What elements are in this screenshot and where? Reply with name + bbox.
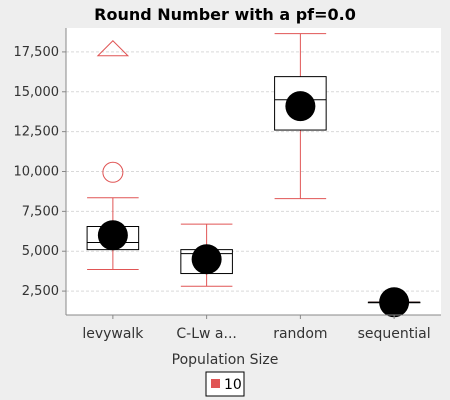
y-tick-label: 10,000 [14,165,60,180]
x-axis-ticks: levywalk C-Lw a... random sequential [82,315,430,342]
y-tick-label: 15,000 [14,85,60,100]
mean-marker [379,287,409,317]
chart-title: Round Number with a pf=0.0 [94,5,356,24]
x-tick-label: sequential [358,326,431,342]
mean-marker [192,244,222,274]
legend[interactable]: 10 [206,372,244,396]
y-tick-label: 12,500 [14,125,60,140]
x-axis-label: Population Size [172,352,279,368]
x-tick-label: C-Lw a... [176,326,236,342]
mean-marker [285,91,315,121]
y-tick-label: 7,500 [22,204,59,219]
mean-marker [98,220,128,250]
y-tick-label: 17,500 [14,45,60,60]
legend-entry-label: 10 [224,377,242,393]
legend-swatch [211,379,220,388]
x-tick-label: random [273,326,327,342]
y-axis-ticks: 2,500 5,000 7,500 10,000 12,500 15,000 17,500 [14,45,67,299]
y-tick-label: 5,000 [22,244,59,259]
y-tick-label: 2,500 [22,284,59,299]
x-tick-label: levywalk [82,326,144,342]
